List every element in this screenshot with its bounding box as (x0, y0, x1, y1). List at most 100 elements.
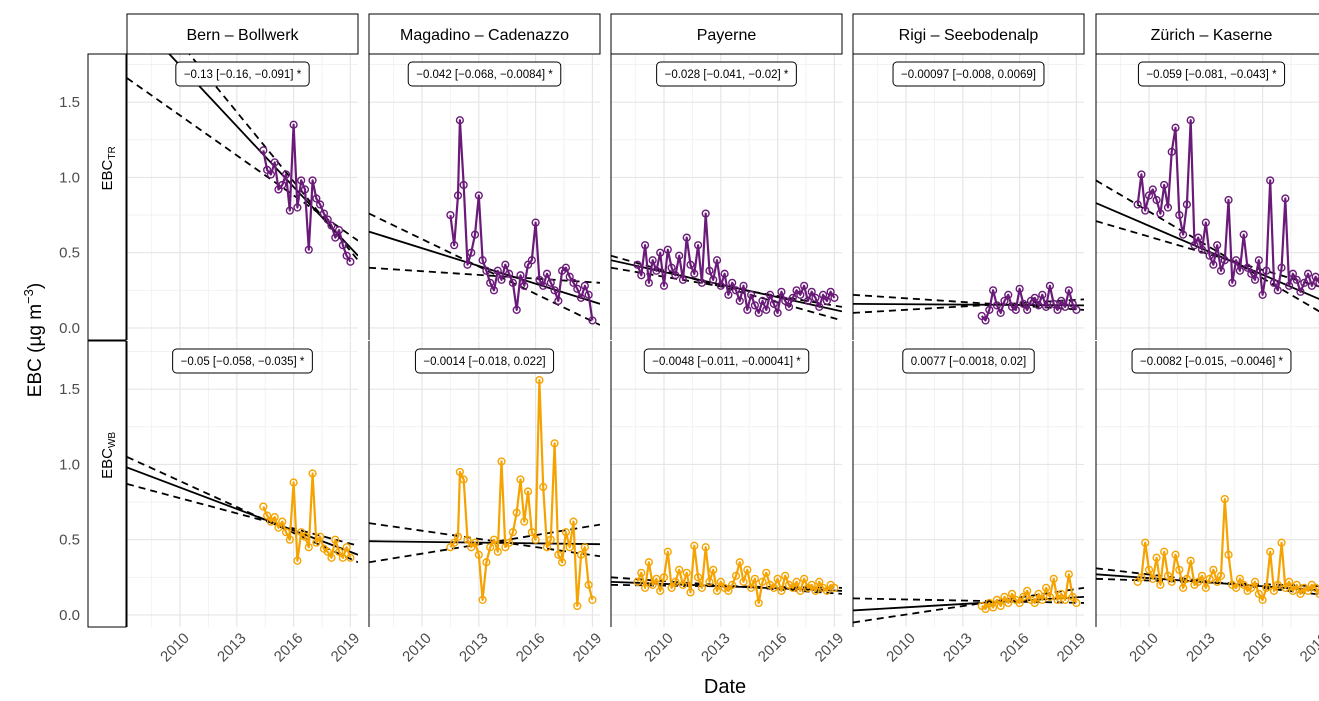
data-point (762, 305, 771, 314)
facet-strip-label: Magadino – Cadenazzo (400, 27, 569, 44)
data-point (1068, 592, 1077, 601)
data-point (1141, 538, 1150, 547)
panel-grid (1096, 54, 1319, 340)
data-point (270, 513, 279, 522)
data-point (1224, 550, 1233, 559)
y-axis-title-exponent: −3 (21, 289, 36, 304)
data-point (297, 176, 306, 185)
data-point (455, 116, 464, 125)
data-point (633, 260, 642, 269)
data-point (338, 241, 347, 250)
data-point (781, 571, 790, 580)
data-point (1250, 275, 1260, 284)
data-point (478, 595, 487, 605)
series-wb (259, 469, 355, 565)
data-point (671, 271, 680, 280)
data-point (996, 308, 1005, 318)
data-point (800, 281, 809, 290)
x-tick-label: 2016 (271, 630, 307, 666)
data-point (1023, 586, 1032, 595)
data-point (482, 558, 491, 567)
data-point (446, 210, 455, 220)
ci-upper-line (369, 212, 600, 326)
data-point (289, 120, 298, 129)
data-point (554, 550, 563, 559)
data-point (735, 296, 744, 305)
data-point (550, 286, 559, 295)
data-point (1247, 269, 1256, 278)
data-point (1137, 573, 1146, 582)
data-point (278, 180, 287, 190)
data-point (531, 218, 540, 227)
data-point (285, 206, 294, 215)
data-point (705, 266, 714, 275)
x-tick-label: 2019 (328, 630, 364, 666)
annotation-box (1137, 61, 1286, 87)
data-point (981, 316, 990, 325)
data-point (678, 275, 688, 284)
data-point (1167, 577, 1176, 586)
data-point (648, 256, 657, 265)
data-point (508, 528, 518, 537)
data-point (293, 556, 302, 565)
x-tick-label: 2013 (1183, 630, 1219, 666)
data-point (724, 290, 733, 299)
data-point (659, 573, 669, 582)
annotation-box (1131, 348, 1292, 374)
data-point (1000, 592, 1009, 601)
data-point (686, 260, 695, 269)
data-point (777, 586, 786, 595)
data-point (266, 170, 276, 179)
annotation-text: −0.00097 [−0.008, 0.0069] (901, 69, 1036, 81)
x-tick-label: 2019 (570, 630, 606, 666)
data-point (1004, 290, 1013, 299)
data-point (1049, 299, 1058, 308)
trend-annotation: −0.0048 [−0.011, −0.00041] * (643, 348, 810, 374)
data-point (584, 580, 593, 589)
ci-upper-line (127, 456, 358, 564)
data-point (319, 209, 329, 218)
row-strip-label: EBCWB (99, 432, 118, 479)
data-point (1072, 305, 1081, 314)
facet-strip-label: Payerne (697, 27, 757, 44)
data-point (1235, 574, 1245, 583)
series-tr (977, 281, 1081, 325)
trend-line (369, 540, 600, 546)
ci-upper-line (611, 254, 842, 322)
data-point (1160, 180, 1169, 190)
data-point (1060, 302, 1070, 311)
series-line (636, 212, 836, 314)
y-axis-title: EBC (µg m−3) (21, 283, 46, 397)
data-point (573, 601, 582, 611)
data-point (1038, 290, 1047, 299)
data-point (531, 535, 540, 544)
data-point (1250, 577, 1260, 586)
data-point (588, 316, 597, 325)
trend-line (853, 595, 1084, 612)
data-point (720, 269, 729, 278)
data-point (777, 287, 786, 296)
data-point (633, 577, 642, 586)
data-point (459, 475, 468, 484)
trend-annotation: −0.028 [−0.041, −0.02] * (656, 61, 797, 87)
data-point (1057, 296, 1066, 305)
data-point (637, 568, 646, 577)
y-tick-label: 1.5 (59, 381, 80, 398)
data-point (1053, 305, 1062, 314)
data-point (1045, 281, 1055, 290)
row-strip-label: EBCTR (99, 146, 118, 190)
data-point (1194, 577, 1203, 586)
data-point (523, 487, 533, 496)
data-point (285, 535, 294, 544)
data-point (550, 439, 559, 448)
y-axis-title-main: EBC (µg m (25, 304, 46, 397)
data-point (580, 281, 589, 290)
data-point (1015, 598, 1024, 608)
series-line (262, 123, 352, 263)
data-point (1315, 278, 1319, 287)
data-point (1148, 185, 1157, 194)
series-layer (259, 116, 1319, 614)
panel-grid (611, 54, 842, 340)
annotation-box (656, 61, 797, 87)
data-point (1141, 206, 1150, 215)
